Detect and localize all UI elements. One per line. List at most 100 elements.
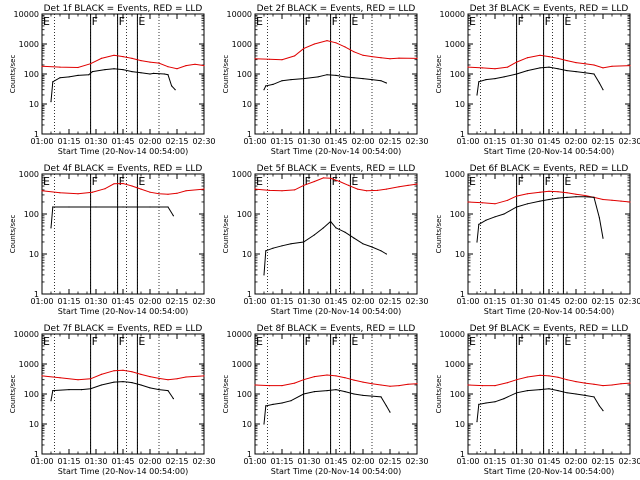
y-tick-label: 10: [455, 420, 465, 429]
marker-label: F: [545, 335, 551, 348]
events-data-point: [385, 405, 387, 407]
marker-label: E: [469, 175, 476, 188]
events-data-point: [330, 220, 332, 223]
lld-data-point: [268, 58, 270, 60]
y-tick-label: 100: [237, 70, 252, 79]
lld-data-point: [100, 373, 102, 375]
panel-title: Det 3f BLACK = Events, RED = LLD: [470, 4, 629, 14]
x-axis-label: Start Time (20-Nov-14 00:54:00): [58, 147, 188, 156]
lld-data-point: [602, 67, 604, 69]
events-data-point: [539, 389, 541, 391]
x-tick-label: 01:30: [297, 137, 320, 146]
events-data-point: [380, 250, 382, 252]
marker-label: E: [138, 15, 145, 28]
events-data-point: [598, 405, 601, 407]
events-series-line: [50, 206, 174, 228]
marker-label: F: [305, 175, 311, 188]
marker-label: E: [256, 175, 263, 188]
events-data-point: [163, 73, 165, 75]
events-data-point: [494, 401, 496, 403]
events-data-point: [172, 398, 174, 400]
lld-data-point: [566, 379, 568, 381]
events-data-point: [140, 72, 142, 74]
lld-data-point: [326, 374, 328, 376]
events-data-point: [566, 70, 568, 72]
events-data-point: [362, 243, 364, 245]
x-tick-label: 02:00: [351, 297, 374, 306]
events-data-point: [263, 423, 265, 425]
x-axis-label: Start Time (20-Nov-14 00:54:00): [58, 307, 188, 316]
x-tick-label: 02:30: [405, 137, 428, 146]
plot-frame: [41, 173, 205, 295]
events-data-point: [265, 85, 267, 87]
y-axis-label: Counts/sec: [9, 375, 17, 414]
lld-data-point: [398, 385, 400, 387]
y-tick-label: 100: [450, 70, 465, 79]
lld-data-point: [593, 383, 595, 385]
events-data-point: [584, 196, 586, 198]
x-tick-label: 01:45: [324, 137, 347, 146]
lld-data-point: [344, 46, 346, 48]
y-tick-label: 1: [247, 450, 252, 459]
lld-data-point: [176, 68, 178, 70]
lld-data-point: [113, 54, 115, 56]
events-data-point: [88, 74, 90, 76]
panel-title: Det 5f BLACK = Events, RED = LLD: [257, 164, 416, 174]
events-data-point: [326, 390, 328, 392]
marker-label: E: [564, 175, 571, 188]
panel-title: Det 8f BLACK = Events, RED = LLD: [257, 324, 416, 334]
events-data-point: [539, 67, 541, 69]
marker-label: F: [92, 175, 98, 188]
marker-label: F: [119, 15, 125, 28]
lld-data-point: [539, 191, 541, 193]
lld-data-point: [611, 384, 613, 386]
lld-data-point: [575, 193, 577, 195]
lld-data-point: [548, 56, 550, 58]
events-data-point: [265, 250, 267, 252]
events-data-point: [478, 81, 480, 83]
lld-data-point: [339, 180, 341, 183]
x-tick-label: 02:15: [378, 137, 401, 146]
plot-frame: [467, 13, 631, 135]
y-tick-label: 10: [29, 100, 39, 109]
events-data-point: [167, 74, 169, 76]
events-data-point: [526, 70, 529, 72]
x-tick-label: 02:30: [618, 137, 640, 146]
y-tick-label: 1000: [232, 40, 252, 49]
events-data-point: [602, 410, 604, 412]
lld-data-point: [140, 60, 142, 62]
events-data-point: [272, 247, 274, 249]
lld-data-point: [303, 48, 305, 50]
x-tick-label: 01:45: [324, 297, 347, 306]
lld-data-point: [254, 188, 256, 190]
x-tick-label: 02:00: [351, 137, 374, 146]
lld-data-point: [140, 373, 142, 375]
events-data-point: [326, 74, 328, 76]
lld-data-point: [176, 378, 178, 380]
events-data-point: [52, 81, 54, 83]
x-axis-label: Start Time (20-Nov-14 00:54:00): [271, 147, 401, 156]
lld-data-point: [548, 375, 550, 377]
lld-series-line: [467, 54, 631, 70]
x-tick-label: 01:00: [30, 457, 53, 466]
marker-label: E: [138, 335, 145, 348]
y-tick-label: 1: [247, 290, 252, 299]
events-data-point: [171, 85, 173, 87]
events-data-point: [122, 206, 124, 208]
events-data-point: [158, 389, 160, 391]
x-axis-label: Start Time (20-Nov-14 00:54:00): [484, 147, 614, 156]
x-tick-label: 01:00: [243, 297, 266, 306]
lld-data-point: [539, 54, 541, 56]
events-data-point: [113, 381, 115, 383]
y-tick-label: 100: [237, 390, 252, 399]
plot-frame: [254, 13, 418, 135]
events-data-point: [566, 392, 568, 394]
lld-data-point: [303, 379, 305, 381]
y-tick-label: 100: [24, 210, 39, 219]
lld-data-point: [203, 375, 205, 377]
events-data-point: [335, 389, 337, 391]
x-tick-label: 01:15: [270, 137, 293, 146]
x-tick-label: 01:00: [243, 457, 266, 466]
events-data-point: [50, 400, 52, 402]
